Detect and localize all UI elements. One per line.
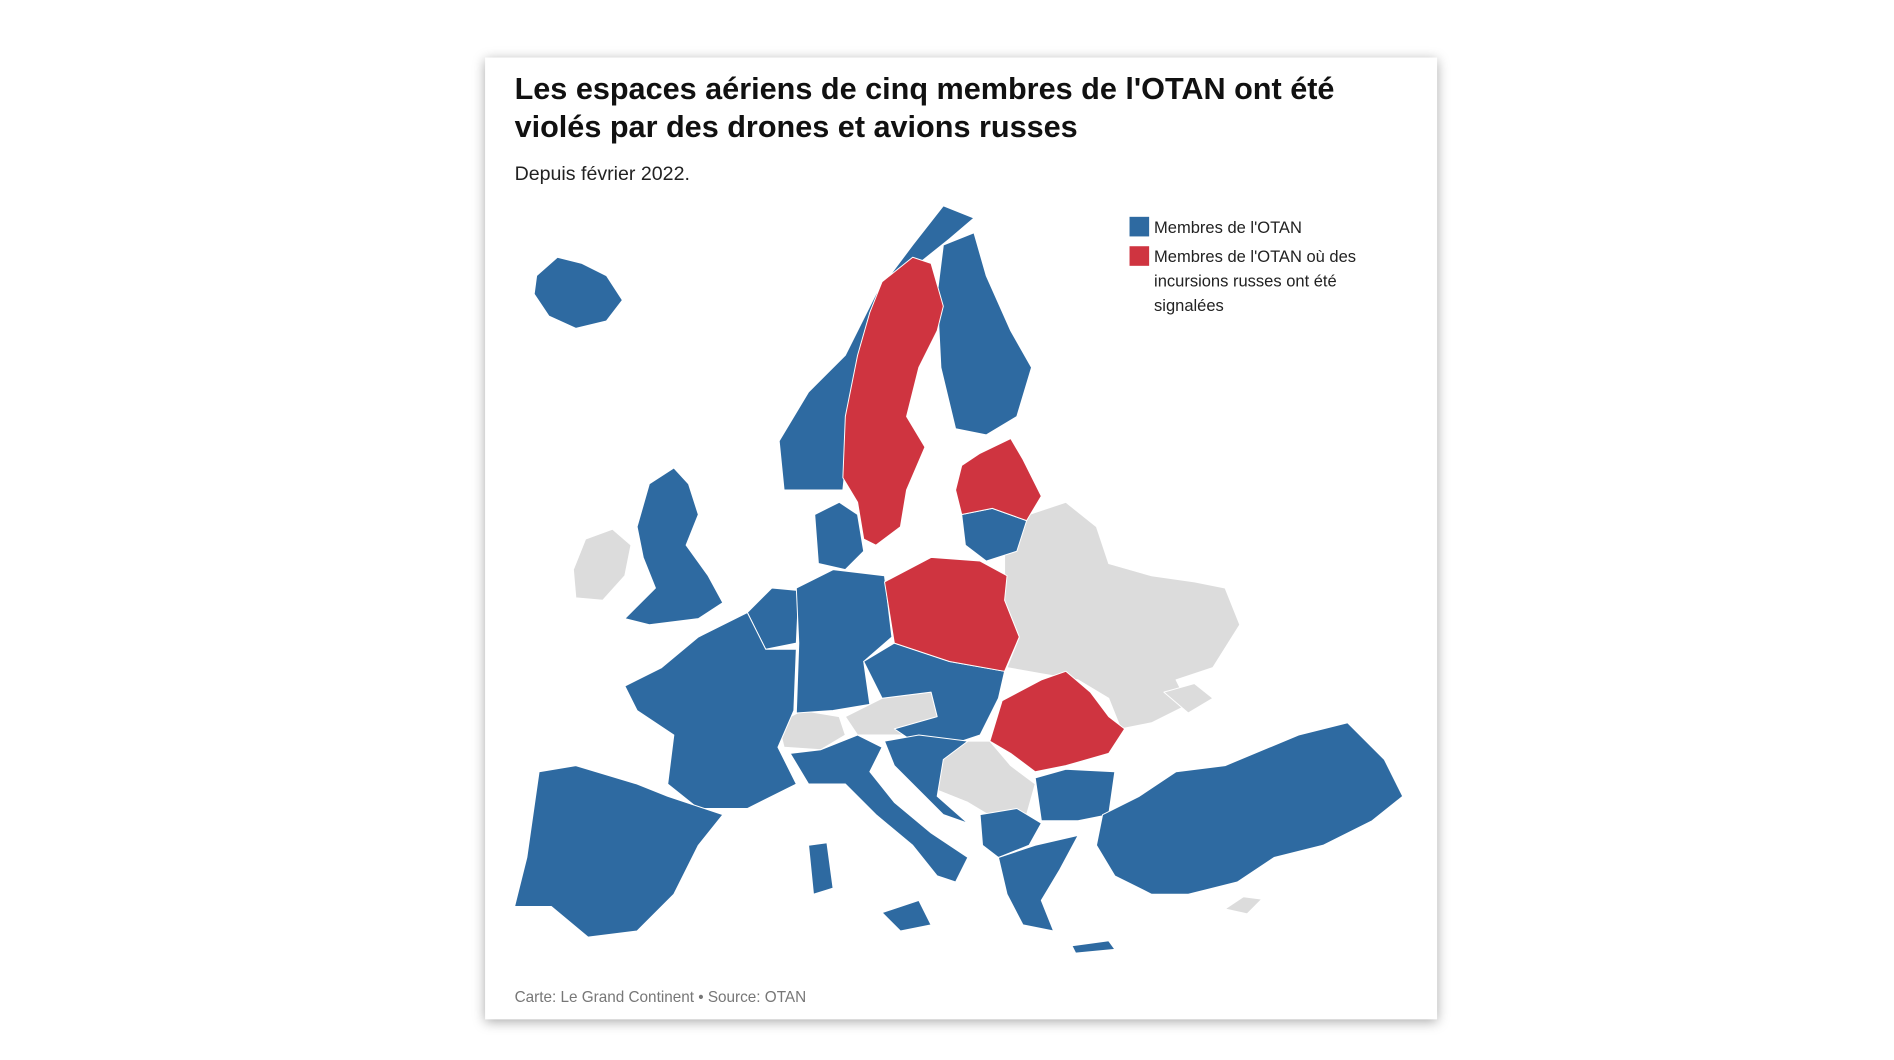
- legend-label: signalées: [1154, 296, 1224, 315]
- sicily: [881, 899, 932, 932]
- finland: [936, 232, 1033, 436]
- legend: Membres de l'OTAN Membres de l'OTAN où de…: [1129, 216, 1356, 315]
- iberia: [514, 765, 724, 938]
- balkans: [920, 740, 1036, 822]
- greece: [997, 834, 1079, 932]
- title-line: Les espaces aériens de cinq membres de l…: [515, 72, 1335, 106]
- legend-swatch: [1129, 246, 1150, 266]
- ireland: [572, 528, 632, 601]
- sardinia: [808, 842, 834, 895]
- italy: [789, 734, 969, 883]
- legend-label: Membres de l'OTAN: [1154, 218, 1302, 237]
- denmark: [814, 501, 865, 571]
- bulgaria: [1034, 768, 1116, 822]
- france: [624, 612, 797, 809]
- crete: [1071, 940, 1116, 954]
- title-line: violés par des drones et avions russes: [515, 110, 1078, 144]
- croatia-slovenia: [884, 734, 969, 824]
- cyprus: [1224, 896, 1263, 915]
- legend-label: Membres de l'OTAN où des: [1154, 247, 1356, 266]
- germany: [795, 569, 893, 714]
- turkey: [1095, 722, 1404, 895]
- romania: [989, 670, 1126, 773]
- estonia-latvia: [955, 438, 1042, 522]
- poland: [884, 556, 1020, 672]
- subtitle: Depuis février 2022.: [515, 163, 690, 185]
- albania-macedonia: [979, 808, 1042, 858]
- crimea: [1163, 683, 1214, 714]
- source: Carte: Le Grand Continent • Source: OTAN: [515, 989, 807, 1006]
- legend-label: incursions russes ont été: [1154, 272, 1337, 291]
- iceland: [533, 256, 623, 329]
- sweden: [842, 256, 944, 546]
- united-kingdom: [624, 467, 724, 626]
- map: [514, 205, 1404, 954]
- legend-swatch: [1129, 216, 1150, 237]
